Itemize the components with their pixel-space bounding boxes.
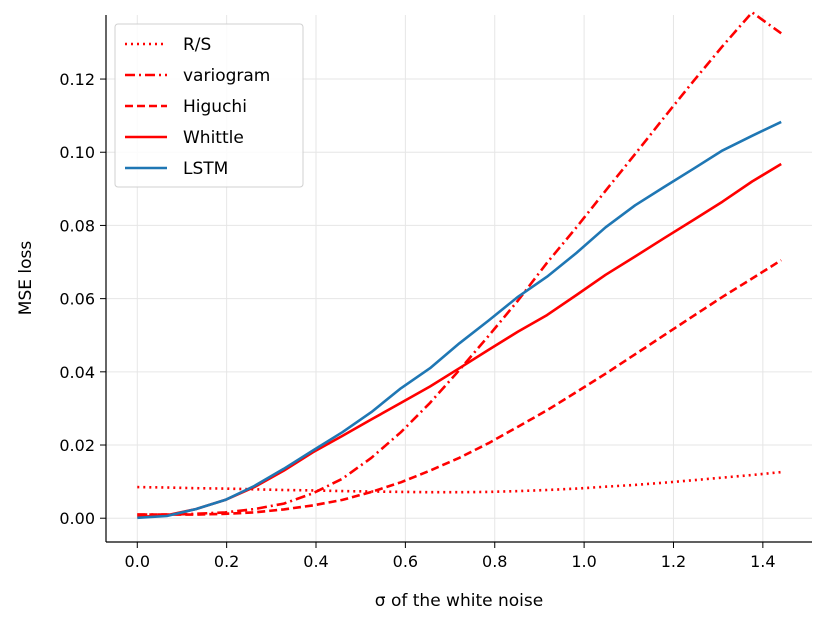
x-tick-label: 0.2: [214, 552, 239, 571]
y-tick-label: 0.00: [59, 509, 95, 528]
x-tick-label: 1.4: [750, 552, 775, 571]
x-tick-label: 0.4: [303, 552, 328, 571]
legend-label-higuchi: Higuchi: [183, 97, 247, 117]
x-axis-label: σ of the white noise: [375, 591, 543, 611]
x-tick-label: 1.0: [571, 552, 596, 571]
y-tick-label: 0.02: [59, 436, 95, 455]
legend-label-whittle: Whittle: [183, 128, 244, 148]
legend: R/S variogram Higuchi Whittle LSTM: [114, 23, 304, 188]
y-axis-label: MSE loss: [16, 241, 36, 316]
legend-box: [114, 23, 304, 188]
x-tick-label: 0.6: [393, 552, 418, 571]
x-tick-label: 1.2: [661, 552, 686, 571]
series-lines: [137, 11, 782, 520]
x-tick-label: 0.0: [125, 552, 150, 571]
y-tick-label: 0.04: [59, 363, 95, 382]
y-tick-label: 0.06: [59, 290, 95, 309]
y-tick-label: 0.10: [59, 143, 95, 162]
series-line-variogram: [137, 11, 782, 516]
series-line-lstm: [137, 120, 782, 520]
x-tick-label: 0.8: [482, 552, 507, 571]
series-line-higuchi: [137, 259, 782, 516]
legend-label-r-s: R/S: [183, 35, 211, 55]
y-tick-label: 0.08: [59, 216, 95, 235]
y-tick-label: 0.12: [59, 70, 95, 89]
ticks: 0.0 0.2 0.4 0.6 0.8 1.0 1.2 1.4 0.00 0.02 0.04 0.06…: [59, 70, 775, 571]
legend-label-variogram: variogram: [183, 66, 270, 86]
legend-label-lstm: LSTM: [183, 159, 228, 179]
axes: [105, 15, 812, 543]
